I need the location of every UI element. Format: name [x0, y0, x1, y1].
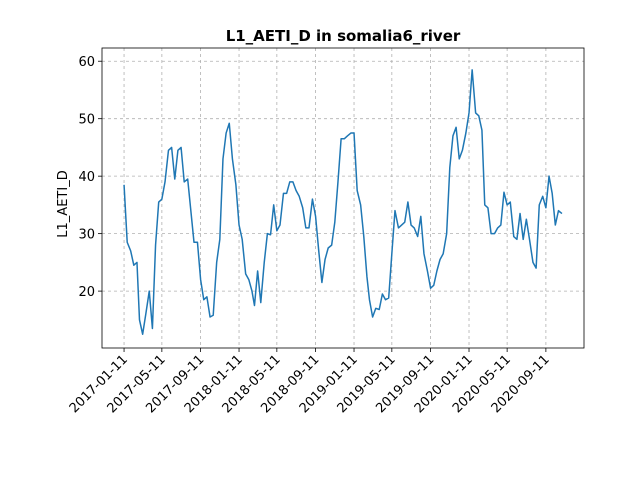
chart-title: L1_AETI_D in somalia6_river: [226, 27, 461, 45]
y-tick-label: 60: [78, 55, 95, 70]
y-tick-label: 20: [78, 285, 95, 300]
plot-frame: [101, 47, 585, 349]
y-tick-label: 50: [78, 113, 95, 128]
y-tick-label: 40: [78, 170, 95, 185]
y-tick-label: 30: [78, 228, 95, 243]
y-axis-label: L1_AETI_D: [56, 170, 71, 237]
data-line: [123, 69, 563, 335]
